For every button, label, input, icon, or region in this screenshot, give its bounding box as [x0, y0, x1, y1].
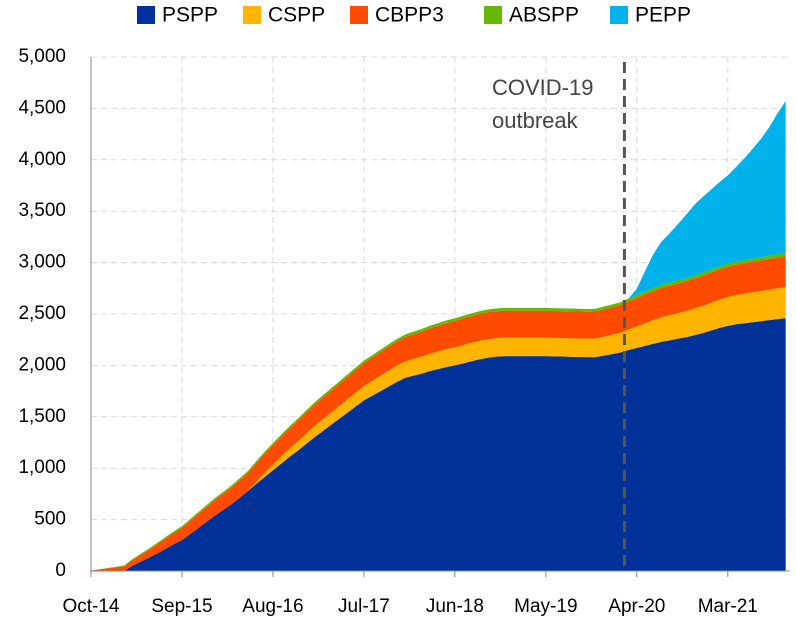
x-tick-label: Sep-15	[151, 596, 212, 617]
x-tick-label: Mar-21	[698, 596, 758, 617]
annotation: COVID-19	[492, 75, 593, 100]
y-tick-label: 2,500	[18, 303, 66, 324]
y-tick-label: 1,000	[18, 457, 66, 478]
legend-swatch	[350, 6, 368, 24]
y-tick-label: 3,500	[18, 200, 66, 221]
legend-label: PSPP	[162, 4, 218, 27]
area	[91, 287, 786, 571]
y-tick-label: 1,500	[18, 406, 66, 427]
y-tick-label: 2,000	[18, 354, 66, 375]
y-tick-label: 4,000	[18, 149, 66, 170]
legend-label: PEPP	[635, 4, 691, 27]
x-tick-label: Aug-16	[242, 596, 303, 617]
y-tick-label: 3,000	[18, 252, 66, 273]
y-tick-label: 4,500	[18, 97, 66, 118]
x-tick-label: Apr-20	[608, 596, 665, 617]
x-tick-label: Oct-14	[62, 596, 119, 617]
legend-label: ABSPP	[509, 4, 579, 27]
annotation: outbreak	[492, 108, 579, 133]
y-tick-label: 5,000	[18, 46, 66, 67]
legend-label: CSPP	[268, 4, 325, 27]
y-tick-label: 0	[55, 560, 66, 581]
area	[91, 256, 786, 571]
y-tick-label: 500	[34, 509, 66, 530]
x-tick-label: Jul-17	[338, 596, 390, 617]
legend-label: CBPP3	[375, 4, 444, 27]
legend-swatch	[484, 6, 502, 24]
legend-swatch	[243, 6, 261, 24]
area	[91, 318, 786, 571]
x-tick-label: Jun-18	[426, 596, 484, 617]
x-tick-label: May-19	[514, 596, 577, 617]
legend-swatch	[137, 6, 155, 24]
legend-swatch	[610, 6, 628, 24]
